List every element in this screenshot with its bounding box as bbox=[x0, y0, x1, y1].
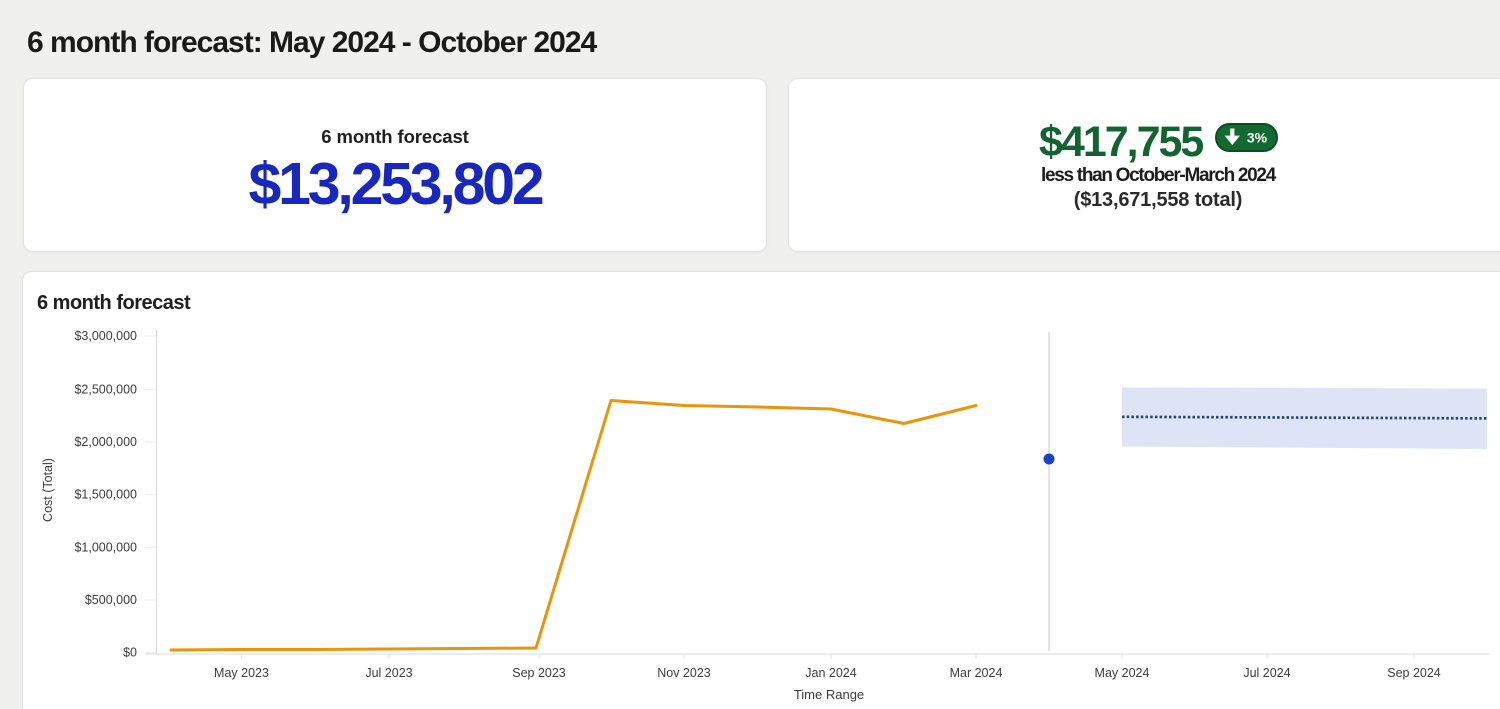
svg-text:Jul 2024: Jul 2024 bbox=[1243, 666, 1290, 680]
svg-text:Jul 2023: Jul 2023 bbox=[365, 666, 412, 680]
svg-text:Cost (Total): Cost (Total) bbox=[41, 458, 55, 522]
svg-text:$1,000,000: $1,000,000 bbox=[74, 540, 137, 554]
svg-text:Time Range: Time Range bbox=[794, 687, 864, 702]
svg-text:$2,500,000: $2,500,000 bbox=[74, 382, 137, 396]
svg-text:May 2023: May 2023 bbox=[214, 666, 269, 680]
svg-text:3%: 3% bbox=[1247, 130, 1268, 146]
svg-text:Sep 2023: Sep 2023 bbox=[512, 666, 566, 680]
svg-text:$1,500,000: $1,500,000 bbox=[74, 488, 137, 502]
svg-text:May 2024: May 2024 bbox=[1095, 666, 1150, 680]
svg-text:$3,000,000: $3,000,000 bbox=[74, 329, 137, 343]
svg-text:Sep 2024: Sep 2024 bbox=[1387, 666, 1441, 680]
svg-text:Mar 2024: Mar 2024 bbox=[950, 666, 1003, 680]
svg-text:$0: $0 bbox=[123, 646, 137, 660]
svg-text:$500,000: $500,000 bbox=[85, 593, 137, 607]
svg-text:Jan 2024: Jan 2024 bbox=[805, 666, 856, 680]
svg-text:Nov 2023: Nov 2023 bbox=[657, 666, 711, 680]
svg-text:$2,000,000: $2,000,000 bbox=[74, 435, 137, 449]
